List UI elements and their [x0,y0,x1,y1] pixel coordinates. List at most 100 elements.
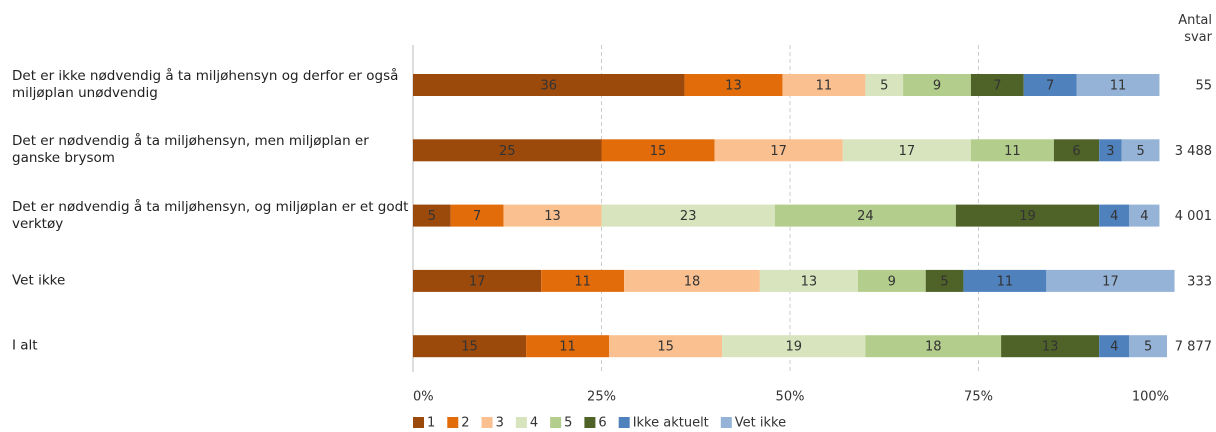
bar-segment [865,335,1002,358]
bar-segment [865,74,904,96]
value-label: 5 [428,209,436,224]
bar-segment [1129,335,1167,358]
category-label: Vet ikke [12,272,66,289]
bar-segment [759,269,858,292]
bar-segment [1001,335,1100,358]
bar-segment [1053,139,1100,162]
bar-segment [526,335,610,358]
bar-segment [955,204,1100,227]
bar-segment [601,139,715,162]
category-label: I alt [12,337,38,354]
value-label: 17 [1102,274,1119,289]
legend-label: 4 [530,416,538,431]
value-label: 36 [540,79,557,94]
x-tick-label: 0% [413,390,434,405]
legend-swatch [515,417,527,428]
bar-segment [684,74,783,96]
legend-label: 2 [461,416,469,431]
value-label: 13 [725,79,742,94]
value-label: 3 [1106,144,1114,159]
bar-segment [609,335,723,358]
value-label: 18 [684,274,701,289]
count-title: Antal svar [1178,13,1212,45]
legend-label: 3 [496,416,504,431]
value-label: 11 [816,79,833,94]
legend-label: Ikke aktuelt [633,416,709,431]
bar-segment [413,269,542,292]
bar-segment [450,204,504,227]
value-label: 11 [559,340,576,355]
value-label: 7 [993,79,1001,94]
legend-swatch [618,417,630,428]
bar-segment [624,269,760,292]
value-label: 4 [1110,340,1118,355]
bar-segment [541,269,625,292]
x-tick-label: 25% [587,390,616,405]
bar-segment [1099,204,1130,227]
value-label: 5 [1144,340,1152,355]
count-label: 7 877 [1175,340,1212,355]
value-label: 9 [888,274,896,289]
value-label: 13 [544,209,561,224]
value-label: 15 [650,144,667,159]
bar-segment [903,74,971,96]
value-label: 7 [1046,79,1054,94]
legend-label: 1 [427,416,435,431]
value-label: 13 [1042,340,1059,355]
value-label: 5 [940,274,948,289]
value-label: 15 [461,340,478,355]
legend-swatch [720,417,732,428]
bar-segment [842,139,971,162]
category-label: Det er ikke nødvendig å ta miljøhensyn o… [12,68,399,101]
x-tick-label: 50% [776,390,805,405]
value-label: 6 [1072,144,1080,159]
legend-label: 5 [564,416,572,431]
bar-segment [413,335,527,358]
legend-swatch [481,417,493,428]
legend-swatch [584,417,596,428]
category-label: Det er nødvendig å ta miljøhensyn, og mi… [12,198,409,232]
count-label: 55 [1195,79,1212,94]
bar-segment [970,139,1054,162]
legend-swatch [413,417,424,428]
bar-segment [1099,335,1130,358]
bar-segment [714,139,843,162]
value-label: 7 [473,209,481,224]
value-label: 23 [680,209,697,224]
value-label: 18 [925,340,942,355]
value-label: 13 [801,274,818,289]
bar-segment [857,269,926,292]
bar-segment [1099,139,1122,162]
bar-segment [413,74,685,96]
value-label: 19 [785,340,802,355]
bar-segment [1129,204,1160,227]
value-label: 11 [574,274,591,289]
bar-segment [1046,269,1175,292]
legend-swatch [447,417,459,428]
bar-segment [963,269,1047,292]
x-tick-label: 75% [964,390,993,405]
legend-label: 6 [598,416,606,431]
value-label: 5 [1136,144,1144,159]
bar-segment [413,139,602,162]
value-label: 15 [657,340,674,355]
value-label: 19 [1019,209,1036,224]
value-label: 11 [997,274,1014,289]
bar-segment [1076,74,1160,96]
value-label: 17 [770,144,787,159]
category-label: Det er nødvendig å ta miljøhensyn, men m… [12,133,369,167]
value-label: 24 [857,209,874,224]
value-label: 9 [933,79,941,94]
bar-segment [413,204,451,227]
bar-segment [1023,74,1077,96]
bar-segment [601,204,775,227]
count-label: 3 488 [1175,144,1212,159]
legend-swatch [550,417,562,428]
bar-segment [774,204,956,227]
count-label: 333 [1187,274,1212,289]
bar-segment [1121,139,1160,162]
count-label: 4 001 [1175,209,1212,224]
value-label: 17 [899,144,916,159]
bar-segment [782,74,866,96]
